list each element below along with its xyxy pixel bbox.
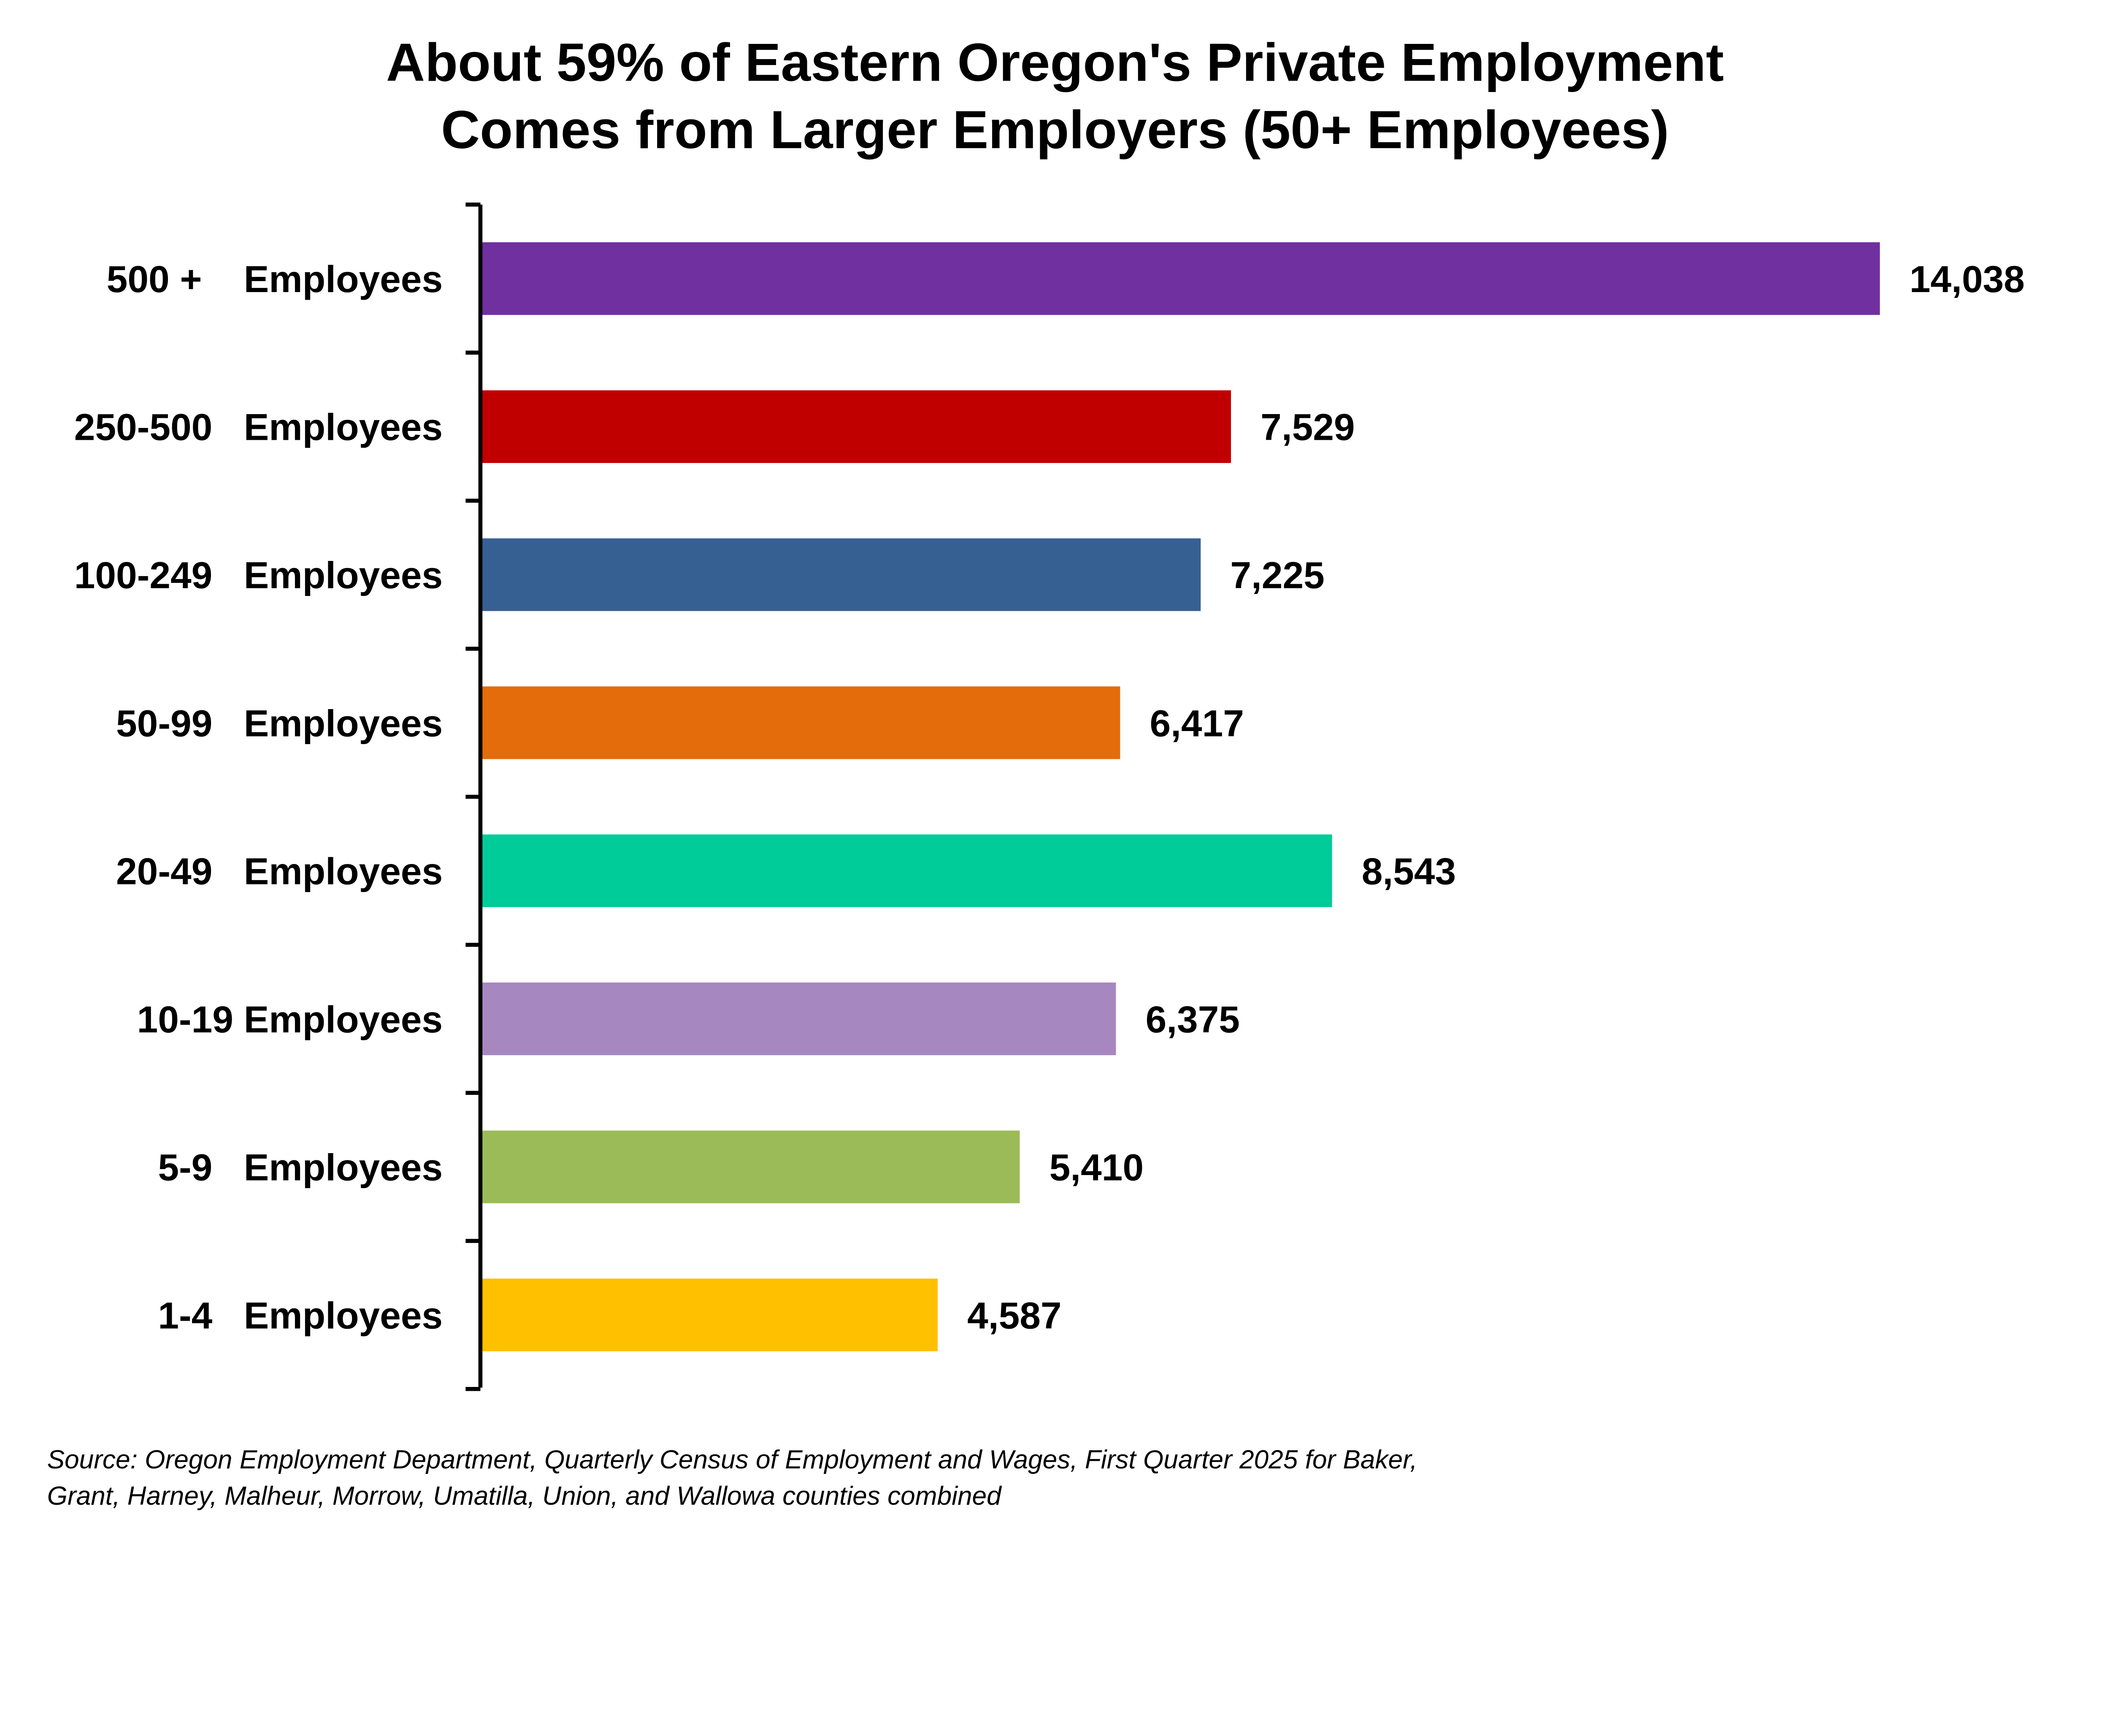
plot-area: 500 + Employees 14,038 250-500 Employees 7,… [74, 202, 2025, 1391]
value-label: 7,225 [1230, 554, 1324, 596]
bar [480, 834, 1332, 907]
value-label: 8,543 [1362, 850, 1456, 892]
bar [480, 1278, 938, 1351]
value-label: 5,410 [1050, 1146, 1144, 1189]
bar [480, 982, 1116, 1055]
category-label: 20-49 Employees [116, 850, 443, 892]
source-note-line-2: Grant, Harney, Malheur, Morrow, Umatilla… [47, 1481, 1002, 1511]
category-label: 1-4 Employees [158, 1294, 443, 1336]
category-label: 250-500 Employees [74, 406, 443, 448]
category-label: 100-249 Employees [74, 554, 443, 596]
source-note-line-1: Source: Oregon Employment Department, Qu… [47, 1445, 1417, 1474]
bar [480, 242, 1880, 315]
bar [480, 1130, 1020, 1203]
value-label: 4,587 [967, 1294, 1061, 1336]
chart-title-line-1: About 59% of Eastern Oregon's Private Em… [386, 32, 1724, 92]
bar [480, 390, 1231, 463]
category-label: 500 + Employees [107, 258, 443, 300]
bar [480, 538, 1201, 611]
bar [480, 686, 1120, 759]
value-label: 6,417 [1150, 702, 1244, 744]
value-label: 6,375 [1146, 998, 1240, 1040]
value-label: 14,038 [1910, 258, 2025, 300]
category-label: 10-19 Employees [137, 998, 443, 1040]
chart-title-line-2: Comes from Larger Employers (50+ Employe… [441, 100, 1669, 160]
category-label: 50-99 Employees [116, 702, 443, 744]
category-label: 5-9 Employees [158, 1146, 443, 1189]
bar-chart: About 59% of Eastern Oregon's Private Em… [47, 32, 2025, 1511]
value-label: 7,529 [1261, 406, 1355, 448]
